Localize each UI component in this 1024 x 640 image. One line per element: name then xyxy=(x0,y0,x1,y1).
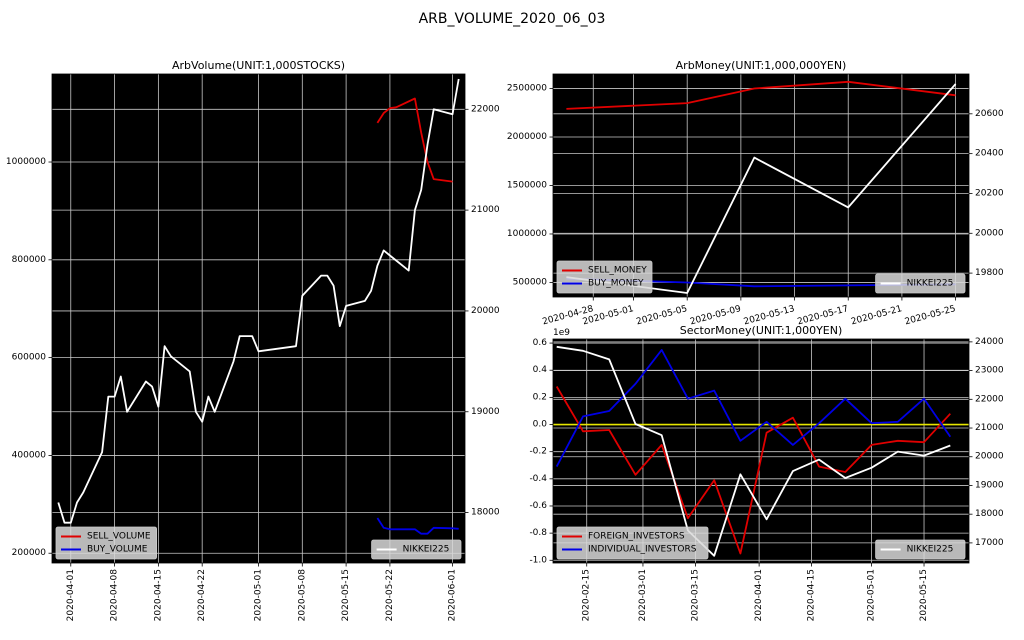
y2-tick-label: 22000 xyxy=(975,394,1004,404)
x-tick-label: 2020-05-01 xyxy=(867,569,877,621)
y2-tick-label: 20400 xyxy=(975,149,1004,159)
legend-label: NIKKEI225 xyxy=(907,545,954,555)
y-tick-label: 0.2 xyxy=(533,392,547,402)
grid xyxy=(52,74,465,563)
y-tick-label: -0.6 xyxy=(529,501,547,511)
series-line-nikkei225 xyxy=(556,345,951,557)
x-tick-label: 2020-05-08 xyxy=(297,569,307,622)
panel-title: ArbMoney(UNIT:1,000,000YEN) xyxy=(676,59,847,72)
legend-box xyxy=(556,526,709,560)
y2-tick-label: 19800 xyxy=(975,268,1004,278)
x-tick-label: 2020-05-15 xyxy=(919,569,929,621)
x-tick-label: 2020-05-25 xyxy=(904,304,957,327)
y2-tick-label: 17000 xyxy=(975,538,1004,548)
series-line-sell-money xyxy=(566,80,956,110)
y-tick-label: 1500000 xyxy=(507,181,547,191)
y2-tick-label: 20600 xyxy=(975,109,1004,119)
legend-label: FOREIGN_INVESTORS xyxy=(588,532,685,542)
y2-tick-label: 19000 xyxy=(975,480,1004,490)
legend-legend_left: SELL_VOLUME BUY_VOLUME xyxy=(55,526,157,560)
x-tick-label: 2020-05-21 xyxy=(850,304,903,327)
y-tick-label: 2500000 xyxy=(507,84,547,94)
y2-tick-label: 19000 xyxy=(471,407,500,417)
y2-tick-label: 21000 xyxy=(471,205,500,215)
legend-label: BUY_MONEY xyxy=(588,279,644,289)
figure-title: ARB_VOLUME_2020_06_03 xyxy=(419,11,606,27)
legend-box xyxy=(875,539,966,560)
legend-label: NIKKEI225 xyxy=(403,545,450,555)
legend-label: SELL_VOLUME xyxy=(87,532,151,542)
y-scale-label: 1e9 xyxy=(553,328,570,338)
y2-tick-label: 20000 xyxy=(975,452,1004,462)
y-tick-label: 800000 xyxy=(12,255,47,265)
x-tick-label: 2020-04-15 xyxy=(807,569,817,621)
y-tick-label: 600000 xyxy=(12,353,47,363)
y2-tick-label: 20000 xyxy=(975,228,1004,238)
series-line-nikkei225 xyxy=(57,78,460,524)
y-tick-label: 0.6 xyxy=(533,338,548,348)
x-tick-label: 2020-05-01 xyxy=(254,569,264,621)
legend-legend_right: NIKKEI225 xyxy=(875,539,966,560)
legend-label: SELL_MONEY xyxy=(588,266,647,276)
y-tick-label: 2000000 xyxy=(507,132,547,142)
y-tick-label: -1.0 xyxy=(529,555,547,565)
series-line-individual-investors xyxy=(555,348,952,468)
x-tick-label: 2020-04-01 xyxy=(754,569,764,621)
x-tick-label: 2020-04-15 xyxy=(153,569,163,621)
legend-box xyxy=(875,273,966,294)
y-tick-label: 400000 xyxy=(12,450,47,460)
plot-frame xyxy=(552,73,970,298)
chart-arb_volume: 2020-04-01 2020-04-08 2020-04-15 2020-04-22… xyxy=(6,59,500,621)
series-line-sell-volume xyxy=(376,97,453,183)
plot-frame xyxy=(51,73,466,564)
series-line-foreign-investors xyxy=(555,386,951,555)
legend-legend_left: SELL_MONEY BUY_MONEY xyxy=(556,260,653,294)
y2-tick-label: 18000 xyxy=(471,508,500,518)
y-tick-label: 1000000 xyxy=(6,157,46,167)
panel-title: ArbVolume(UNIT:1,000STOCKS) xyxy=(172,59,345,72)
x-tick-label: 2020-05-22 xyxy=(385,569,395,621)
legend-label: BUY_VOLUME xyxy=(87,545,148,555)
y2-tick-label: 21000 xyxy=(975,423,1004,433)
legend-box xyxy=(556,260,653,294)
x-tick-label: 2020-04-08 xyxy=(110,569,120,622)
legend-label: NIKKEI225 xyxy=(907,279,954,289)
y-tick-label: -0.8 xyxy=(529,528,547,538)
x-tick-label: 2020-04-22 xyxy=(197,569,207,621)
y-tick-label: -0.4 xyxy=(529,474,547,484)
x-tick-label: 2020-05-15 xyxy=(341,569,351,621)
series-line-buy-volume xyxy=(376,517,459,535)
y2-tick-label: 20000 xyxy=(471,306,500,316)
y2-tick-label: 23000 xyxy=(975,366,1004,376)
legend-label: INDIVIDUAL_INVESTORS xyxy=(588,545,697,555)
plot-frame xyxy=(552,338,970,564)
y-tick-label: 200000 xyxy=(12,548,47,558)
x-tick-label: 2020-03-15 xyxy=(690,569,700,621)
y-tick-label: 0.4 xyxy=(533,365,548,375)
y2-tick-label: 20200 xyxy=(975,188,1004,198)
legend-box xyxy=(371,539,462,560)
y-tick-label: 1000000 xyxy=(507,229,547,239)
x-tick-label: 2020-03-01 xyxy=(638,569,648,621)
x-tick-label: 2020-02-15 xyxy=(582,569,592,621)
legend-legend_right: NIKKEI225 xyxy=(875,273,966,294)
legend-box xyxy=(55,526,157,560)
legend-legend_right: NIKKEI225 xyxy=(371,539,462,560)
y-tick-label: 0.0 xyxy=(533,420,548,430)
x-tick-label: 2020-06-01 xyxy=(447,569,457,621)
legend-legend_left: FOREIGN_INVESTORS INDIVIDUAL_INVESTORS xyxy=(556,526,709,560)
y2-tick-label: 18000 xyxy=(975,509,1004,519)
x-tick-label: 2020-04-01 xyxy=(66,569,76,621)
y-tick-label: -0.2 xyxy=(529,447,547,457)
y2-tick-label: 22000 xyxy=(471,104,500,114)
panel-title: SectorMoney(UNIT:1,000YEN) xyxy=(680,324,843,337)
y2-tick-label: 24000 xyxy=(975,337,1004,347)
y-tick-label: 500000 xyxy=(513,277,548,287)
chart-sector_money: 2020-02-15 2020-03-01 2020-03-15 2020-04-01… xyxy=(529,324,1003,621)
